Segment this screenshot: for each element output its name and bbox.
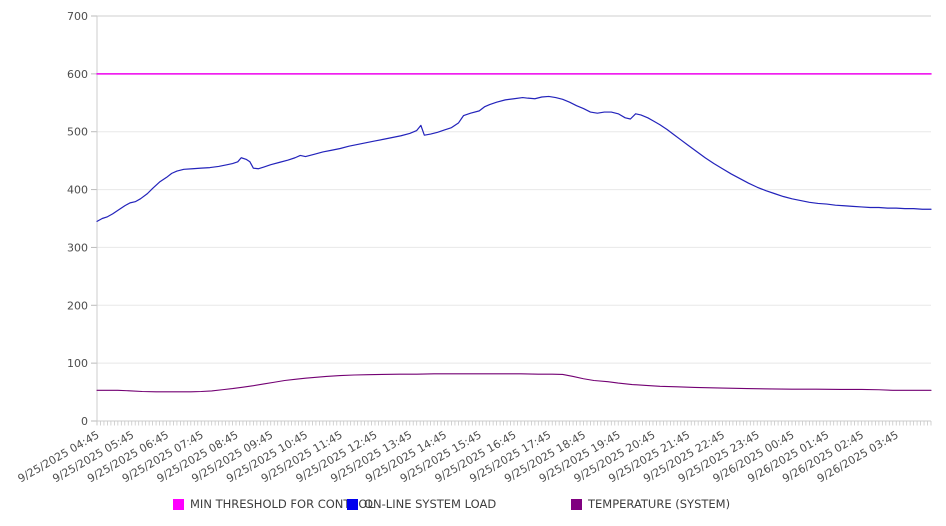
legend-label: ON-LINE SYSTEM LOAD — [364, 497, 497, 511]
y-tick-label: 100 — [67, 357, 88, 370]
legend-label: TEMPERATURE (SYSTEM) — [588, 497, 731, 511]
series-line-on-line-system-load — [96, 95, 932, 222]
legend-swatch-magenta — [173, 498, 184, 510]
y-tick-label: 300 — [67, 241, 88, 254]
x-minor-ticks — [96, 421, 932, 426]
legend-swatch-blue — [347, 498, 358, 510]
y-tick-label: 400 — [67, 184, 88, 197]
y-tick-label: 700 — [67, 10, 88, 23]
legend-label: MIN THRESHOLD FOR CONTROL — [190, 497, 374, 511]
series-line-temperature-system — [96, 373, 932, 393]
y-tick-label: 500 — [67, 126, 88, 139]
y-tick-label: 600 — [67, 68, 88, 81]
y-tick-label: 0 — [81, 415, 88, 428]
legend-item-online-system-load: ON-LINE SYSTEM LOAD — [347, 497, 496, 511]
legend-swatch-purple — [571, 498, 582, 510]
legend-item-temperature: TEMPERATURE (SYSTEM) — [571, 497, 730, 511]
legend-item-min-threshold: MIN THRESHOLD FOR CONTROL — [173, 497, 374, 511]
y-tick-label: 200 — [67, 299, 88, 312]
legend: MIN THRESHOLD FOR CONTROL ON-LINE SYSTEM… — [0, 497, 946, 517]
